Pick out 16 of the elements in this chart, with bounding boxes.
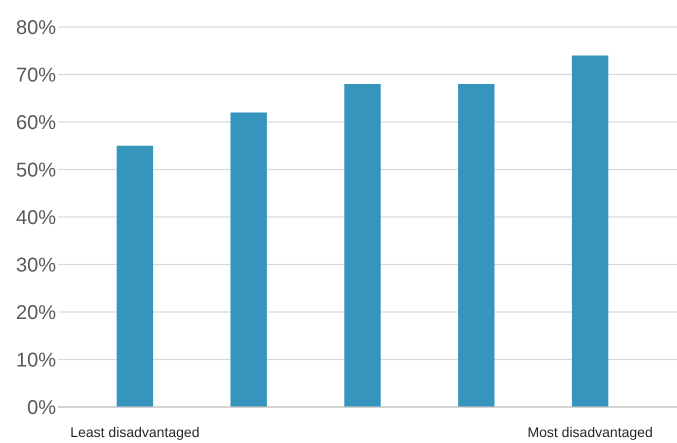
y-tick-label: 40% (16, 207, 56, 229)
x-tick-label: Least disadvantaged (70, 424, 200, 440)
bar (344, 84, 381, 407)
bar (458, 84, 495, 407)
y-tick-label: 10% (16, 350, 56, 372)
y-tick-label: 30% (16, 254, 56, 276)
bar (116, 146, 154, 407)
y-tick-label: 70% (16, 64, 56, 86)
x-tick-label: Most disadvantaged (527, 424, 653, 440)
y-tick-label: 20% (16, 302, 56, 324)
bar (572, 56, 608, 407)
y-tick-label: 0% (27, 397, 56, 419)
y-tick-label: 80% (16, 17, 56, 39)
y-tick-label: 50% (16, 160, 56, 182)
y-tick-label: 60% (16, 112, 56, 134)
bar (230, 112, 267, 407)
